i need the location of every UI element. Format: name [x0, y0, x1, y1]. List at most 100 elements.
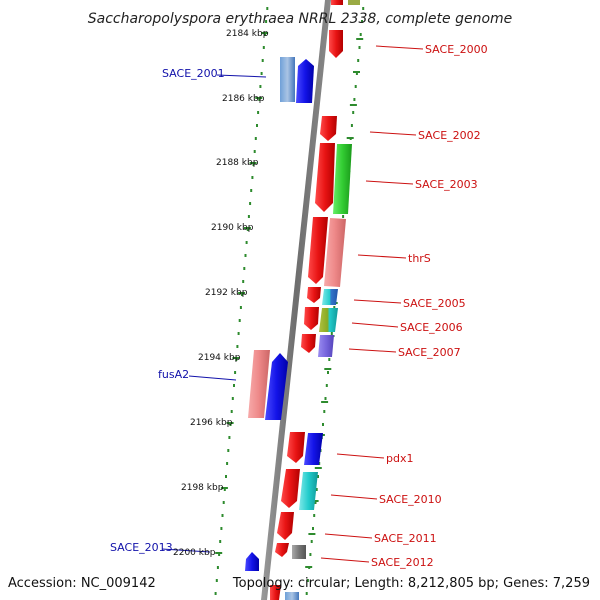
- left-track-dot: [257, 111, 260, 114]
- left-track-dot: [214, 592, 217, 595]
- gene-feature-sace-2010[interactable]: [281, 469, 300, 508]
- gene-label-sace-2003[interactable]: SACE_2003: [415, 178, 478, 191]
- right-track-dot: [310, 540, 313, 543]
- gene-feature-sace-2010-cyan[interactable]: [299, 472, 318, 510]
- left-track-dot: [249, 202, 252, 205]
- gene-feature-bottom-steel[interactable]: [285, 592, 299, 600]
- gene-label-sace-2002[interactable]: SACE_2002: [418, 129, 481, 142]
- gene-feature-sace-2001-arrow[interactable]: [296, 59, 314, 103]
- gene-feature-pdx1-blue[interactable]: [304, 433, 323, 465]
- gene-label-sace-2012[interactable]: SACE_2012: [371, 556, 434, 569]
- gene-feature-sace-2012-gray[interactable]: [292, 545, 306, 559]
- right-track-dot: [362, 7, 365, 10]
- left-scale-dash: [243, 227, 251, 229]
- gene-label-fusa2[interactable]: fusA2: [158, 368, 189, 381]
- gene-feature-pdx1[interactable]: [287, 432, 305, 463]
- left-track-dot: [225, 475, 227, 478]
- left-track-dot: [234, 371, 237, 374]
- left-track-dot: [239, 306, 242, 309]
- gene-label-sace-2013[interactable]: SACE_2013: [110, 541, 173, 554]
- gene-feature-sace-2011[interactable]: [277, 512, 294, 540]
- gene-feature-thrs[interactable]: [308, 217, 328, 284]
- tick-label-2194: 2194 kbp: [198, 353, 241, 363]
- gene-label-pdx1[interactable]: pdx1: [386, 452, 413, 465]
- left-track-dot: [256, 124, 258, 127]
- right-track-dot: [350, 124, 353, 127]
- left-track-dot: [247, 215, 250, 218]
- gene-feature-fusa2[interactable]: [265, 353, 288, 420]
- leader-sace-2006: [351, 322, 399, 328]
- gene-feature-sace-2005[interactable]: [307, 287, 321, 303]
- left-track-dot: [231, 397, 234, 400]
- gene-feature-sace-2013[interactable]: [245, 552, 259, 571]
- gene-feature-sace-2003[interactable]: [315, 143, 335, 212]
- gene-label-sace-2005[interactable]: SACE_2005: [403, 297, 466, 310]
- right-track-dot: [333, 306, 336, 309]
- left-track-dot: [254, 137, 257, 140]
- gene-feature-sace-2001[interactable]: [280, 57, 295, 102]
- gene-label-sace-2011[interactable]: SACE_2011: [374, 532, 437, 545]
- gene-feature-thrs-pink[interactable]: [324, 218, 346, 287]
- right-track-dot: [324, 397, 327, 400]
- gene-feature-sace-2007-purple[interactable]: [318, 335, 334, 357]
- left-track-dot: [229, 423, 232, 426]
- gene-feature-sace-2012[interactable]: [275, 543, 289, 557]
- left-track-dot: [235, 358, 238, 361]
- left-track-dot: [262, 46, 265, 49]
- right-track-dot: [314, 501, 317, 504]
- left-track-dot: [244, 254, 247, 257]
- leader-sace-2002: [369, 131, 417, 136]
- gene-feature-top-red[interactable]: [331, 0, 343, 5]
- gene-feature-sace-2000[interactable]: [329, 30, 343, 58]
- right-scale-dash: [305, 566, 313, 568]
- gene-label-sace-2001[interactable]: SACE_2001: [162, 67, 225, 80]
- label-leader-lines: [161, 45, 424, 563]
- left-track-dot: [266, 7, 269, 10]
- right-track-dot: [309, 553, 312, 556]
- left-track-dot: [252, 163, 255, 166]
- gene-feature-fusa2-pink[interactable]: [248, 350, 270, 418]
- gene-label-sace-2007[interactable]: SACE_2007: [398, 346, 461, 359]
- right-track-dot: [318, 462, 321, 465]
- scale-tick-labels: 2184 kbp 2186 kbp 2188 kbp 2190 kbp 2192…: [173, 29, 269, 558]
- gene-label-sace-2000[interactable]: SACE_2000: [425, 43, 488, 56]
- gene-labels-left: SACE_2001 fusA2 SACE_2013: [110, 67, 225, 554]
- left-scale-dashes: [215, 32, 269, 554]
- accession-text: Accession: NC_009142: [8, 576, 156, 591]
- right-scale-dash: [308, 533, 316, 535]
- tick-label-2192: 2192 kbp: [205, 288, 248, 298]
- left-scale-dash: [261, 32, 269, 34]
- gene-feature-sace-2003-green[interactable]: [333, 144, 352, 214]
- left-track-dot: [259, 85, 262, 88]
- gene-label-sace-2006[interactable]: SACE_2006: [400, 321, 463, 334]
- left-track-dot: [261, 59, 264, 62]
- left-track-dot: [222, 501, 225, 504]
- tick-label-2200: 2200 kbp: [173, 548, 216, 558]
- left-track-dot: [220, 527, 223, 530]
- right-track-dot: [352, 111, 355, 114]
- gene-feature-top-olive[interactable]: [348, 0, 360, 5]
- genome-summary-text: Topology: circular; Length: 8,212,805 bp…: [232, 576, 590, 591]
- gene-feature-sace-2006-mixed[interactable]: [319, 308, 338, 332]
- leader-sace-2003: [365, 180, 414, 185]
- gene-label-sace-2010[interactable]: SACE_2010: [379, 493, 442, 506]
- right-track-dot: [313, 514, 316, 517]
- right-track-dot: [357, 59, 360, 62]
- left-track-dot: [238, 319, 241, 322]
- left-track-dot: [258, 98, 261, 101]
- leader-sace-2013: [161, 548, 211, 553]
- gene-label-thrs[interactable]: thrS: [408, 252, 431, 265]
- left-track-dot: [226, 462, 229, 465]
- right-track-dot: [354, 85, 357, 88]
- gene-feature-bottom-red[interactable]: [270, 585, 281, 600]
- gene-feature-sace-2006[interactable]: [304, 307, 319, 330]
- right-scale-dash: [346, 137, 354, 139]
- right-track-dot: [323, 410, 326, 413]
- left-track-dot: [241, 293, 243, 296]
- right-scale-dash: [353, 71, 360, 73]
- gene-feature-sace-2002[interactable]: [320, 116, 337, 141]
- gene-feature-sace-2007[interactable]: [301, 334, 316, 353]
- left-scale-dash: [220, 487, 228, 489]
- gene-feature-sace-2005-cyan[interactable]: [322, 289, 338, 305]
